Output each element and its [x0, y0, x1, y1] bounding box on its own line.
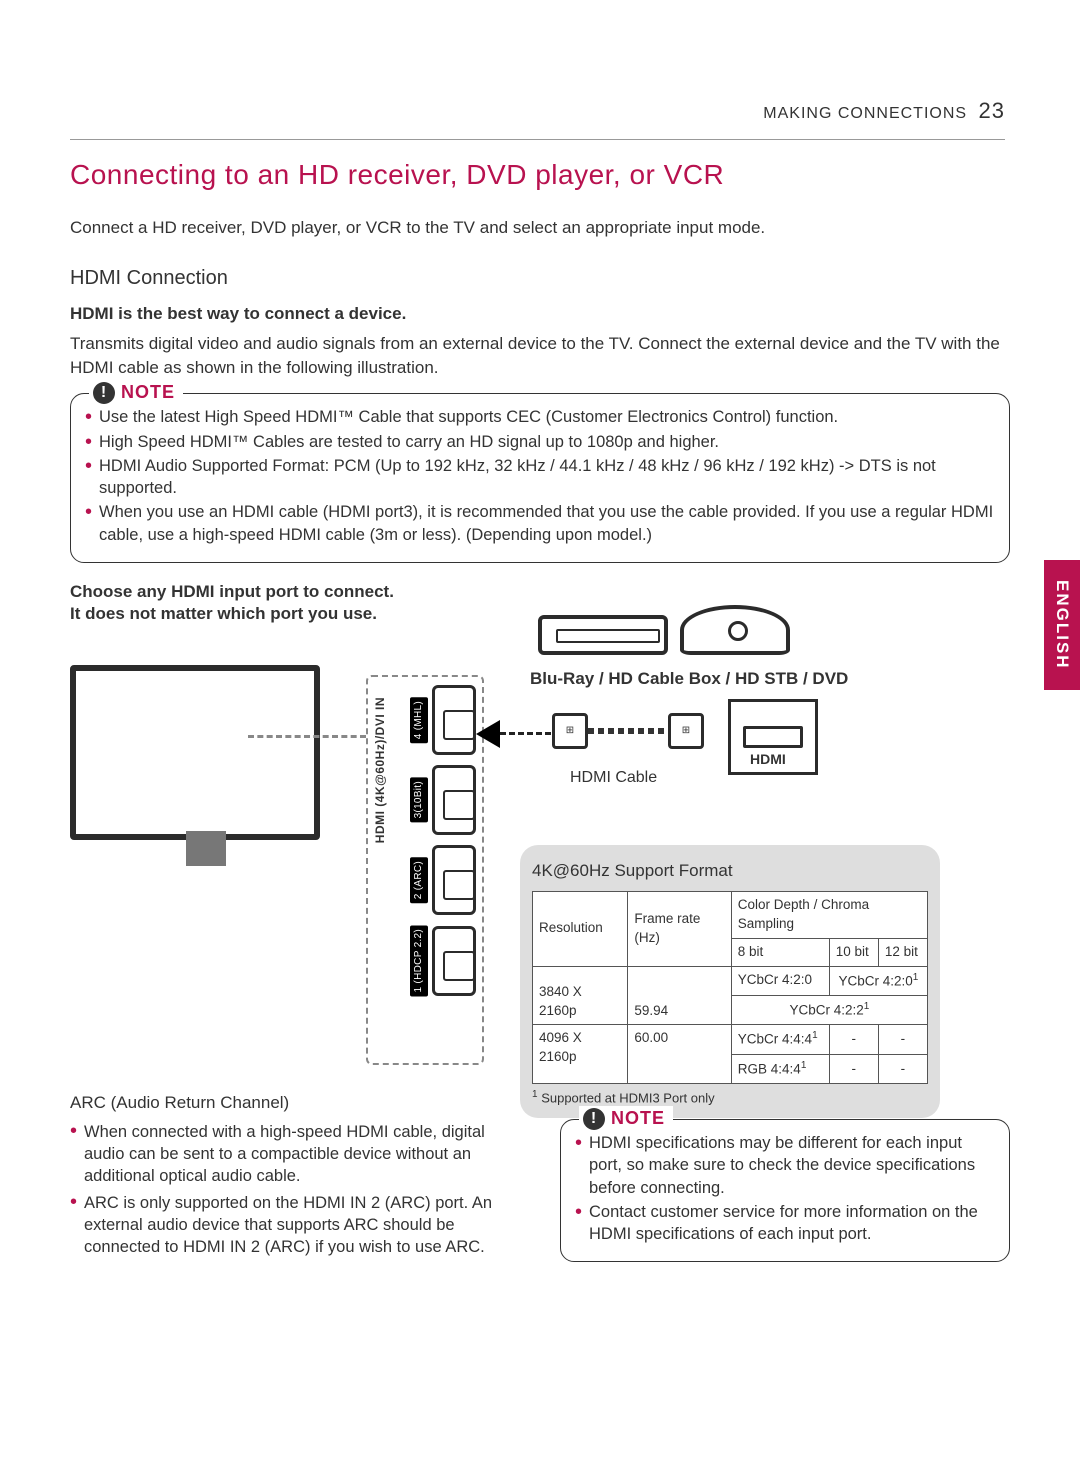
hdmi-port: 2 (ARC) [410, 845, 476, 915]
note-icon: ! [583, 1108, 605, 1130]
note2-item: Contact customer service for more inform… [575, 1201, 995, 1246]
port-label: 3(10Bit) [410, 777, 428, 822]
connection-diagram: HDMI (4K@60Hz)/DVI IN 4 (MHL) 3(10Bit) 2… [70, 635, 1010, 1085]
th-10bit: 10 bit [829, 938, 878, 966]
language-tab: ENGLISH [1044, 560, 1080, 690]
td-resolutions: 3840 X 2160p 4096 X 2160p [533, 966, 628, 1084]
td-cell: RGB 4:4:41 [731, 1054, 829, 1083]
note1-item: Use the latest High Speed HDMI™ Cable th… [85, 406, 995, 428]
stb-icon [680, 605, 790, 655]
hdmi-port-icon [432, 765, 476, 835]
th-frame: Frame rate (Hz) [628, 891, 731, 966]
note-box-2: ! NOTE HDMI specifications may be differ… [560, 1119, 1010, 1262]
fr1: 59.94 [628, 998, 730, 1026]
td-cell: YCbCr 4:2:0 [731, 966, 829, 995]
arc-column: ARC (Audio Return Channel) When connecte… [70, 1091, 520, 1280]
port-label: 4 (MHL) [410, 697, 428, 743]
port-label: 1 (HDCP 2.2) [410, 925, 428, 996]
diagram-dashed-link [248, 735, 366, 738]
hdmi-port-icon [432, 685, 476, 755]
td-cell: - [829, 1054, 878, 1083]
hdmi-plug-icon: ⊞ [668, 713, 704, 749]
fr2: 60.00 [628, 1025, 730, 1052]
note1-item: High Speed HDMI™ Cables are tested to ca… [85, 431, 995, 453]
section-label: MAKING CONNECTIONS [763, 105, 967, 122]
hdmi-text-label: HDMI [750, 750, 786, 770]
note-label: ! NOTE [89, 380, 183, 405]
hdmi-cord-icon [588, 728, 668, 734]
port-panel-header: HDMI (4K@60Hz)/DVI IN [372, 697, 389, 843]
hdmi-port: 4 (MHL) [410, 685, 476, 755]
note-icon: ! [93, 382, 115, 404]
arc-title: ARC (Audio Return Channel) [70, 1091, 520, 1115]
res1: 3840 X 2160p [533, 979, 627, 1026]
tv-icon [70, 665, 320, 840]
table-row: 3840 X 2160p 4096 X 2160p 59.94 60.00 YC… [533, 966, 928, 995]
th-8bit: 8 bit [731, 938, 829, 966]
port-label: 2 (ARC) [410, 857, 428, 903]
arc-list: When connected with a high-speed HDMI ca… [70, 1121, 520, 1259]
device-label: Blu-Ray / HD Cable Box / HD STB / DVD [530, 667, 848, 691]
intro-paragraph: Connect a HD receiver, DVD player, or VC… [70, 216, 1010, 240]
td-cell: - [829, 1025, 878, 1054]
note1-item: When you use an HDMI cable (HDMI port3),… [85, 501, 995, 546]
note2-column: ! NOTE HDMI specifications may be differ… [560, 1091, 1010, 1280]
note-text: NOTE [121, 380, 175, 405]
td-cell: YCbCr 4:4:41 [731, 1025, 829, 1054]
note-box-1: ! NOTE Use the latest High Speed HDMI™ C… [70, 393, 1010, 563]
td-cell: YCbCr 4:2:21 [731, 996, 927, 1025]
hdmi-plug-icon: ⊞ [552, 713, 588, 749]
table-row: Resolution Frame rate (Hz) Color Depth /… [533, 891, 928, 938]
fourk-title: 4K@60Hz Support Format [532, 859, 928, 883]
th-depth: Color Depth / Chroma Sampling [731, 891, 927, 938]
th-12bit: 12 bit [878, 938, 927, 966]
res2: 4096 X 2160p [533, 1025, 627, 1071]
dvd-player-icon [538, 615, 668, 655]
note-text: NOTE [611, 1106, 665, 1131]
hdmi-slot-icon [743, 726, 803, 748]
page-number: 23 [979, 98, 1005, 123]
fourk-table-panel: 4K@60Hz Support Format Resolution Frame … [520, 845, 940, 1118]
hdmi-heading: HDMI Connection [70, 264, 1010, 292]
hdmi-port: 3(10Bit) [410, 765, 476, 835]
hdmi-cable-icon: ⊞ ⊞ [538, 705, 718, 757]
hdmi-port-panel: HDMI (4K@60Hz)/DVI IN 4 (MHL) 3(10Bit) 2… [366, 675, 484, 1065]
source-device-icons [538, 595, 818, 655]
th-resolution: Resolution [533, 891, 628, 966]
hdmi-lead-bold: HDMI is the best way to connect a device… [70, 302, 1010, 326]
td-cell: YCbCr 4:2:01 [829, 966, 927, 995]
hdmi-port-icon [432, 845, 476, 915]
hdmi-port: 1 (HDCP 2.2) [410, 925, 476, 996]
fourk-table: Resolution Frame rate (Hz) Color Depth /… [532, 891, 928, 1084]
page-header: MAKING CONNECTIONS 23 [70, 96, 1005, 140]
hdmi-lead-para: Transmits digital video and audio signal… [70, 332, 1010, 380]
note-label: ! NOTE [579, 1106, 673, 1131]
arc-item: ARC is only supported on the HDMI IN 2 (… [70, 1192, 520, 1259]
td-cell: - [878, 1025, 927, 1054]
note2-item: HDMI specifications may be different for… [575, 1132, 995, 1199]
note-list: Use the latest High Speed HDMI™ Cable th… [85, 406, 995, 546]
fourk-footnote: 1 Supported at HDMI3 Port only [532, 1088, 928, 1108]
main-content: Connecting to an HD receiver, DVD player… [70, 155, 1010, 1280]
page-title: Connecting to an HD receiver, DVD player… [70, 155, 1010, 194]
note2-list: HDMI specifications may be different for… [575, 1132, 995, 1245]
note1-item: HDMI Audio Supported Format: PCM (Up to … [85, 455, 995, 500]
bottom-columns: ARC (Audio Return Channel) When connecte… [70, 1091, 1010, 1280]
td-cell: - [878, 1054, 927, 1083]
cable-label: HDMI Cable [570, 767, 657, 789]
td-framerates: 59.94 60.00 [628, 966, 731, 1084]
hdmi-port-icon [432, 926, 476, 996]
arc-item: When connected with a high-speed HDMI ca… [70, 1121, 520, 1188]
arrow-left-icon [476, 720, 500, 748]
